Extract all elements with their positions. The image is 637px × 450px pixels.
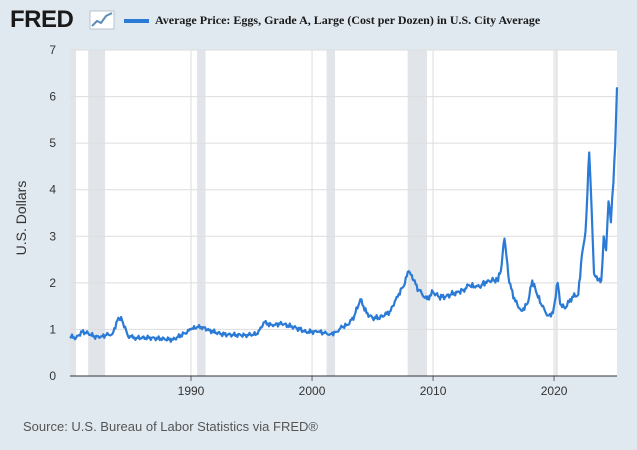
recession-bands [70, 50, 558, 376]
trend-line-icon [89, 10, 115, 30]
y-tick-label: 1 [49, 322, 56, 336]
legend-label: Average Price: Eggs, Grade A, Large (Cos… [155, 13, 541, 27]
recession-band [326, 50, 336, 376]
y-tick-label: 4 [49, 183, 56, 197]
x-axis-ticks: 1990 2000 2010 2020 [70, 375, 617, 398]
y-axis-ticks: 0 1 2 3 4 5 6 7 [49, 43, 56, 383]
series-line [69, 87, 619, 343]
series-layer [69, 87, 619, 343]
y-tick-label: 5 [49, 136, 56, 150]
recession-band [197, 50, 206, 376]
recession-band [70, 50, 77, 376]
plot-area [70, 50, 617, 376]
x-tick-label: 2010 [420, 384, 447, 398]
recession-band [88, 50, 106, 376]
x-tick-label: 2000 [299, 384, 326, 398]
x-tick-label: 1990 [178, 384, 205, 398]
y-tick-label: 2 [49, 276, 56, 290]
y-tick-label: 7 [49, 43, 56, 57]
source-note: Source: U.S. Bureau of Labor Statistics … [23, 419, 318, 434]
line-chart: 0 1 2 3 4 5 6 7 1990 2000 2010 2020 U.S. Dollars [13, 43, 619, 398]
x-tick-label: 2020 [541, 384, 568, 398]
recession-band [555, 50, 558, 376]
recession-band [407, 50, 428, 376]
y-axis-label: U.S. Dollars [13, 181, 29, 256]
legend-swatch [124, 18, 149, 23]
chart-legend[interactable]: Average Price: Eggs, Grade A, Large (Cos… [124, 13, 540, 28]
chart-header: FRED Average Price: Eggs, Grade A, Large… [0, 0, 637, 40]
y-tick-label: 6 [49, 90, 56, 104]
y-tick-label: 0 [49, 369, 56, 383]
y-tick-label: 3 [49, 229, 56, 243]
fred-logo[interactable]: FRED [10, 6, 74, 33]
